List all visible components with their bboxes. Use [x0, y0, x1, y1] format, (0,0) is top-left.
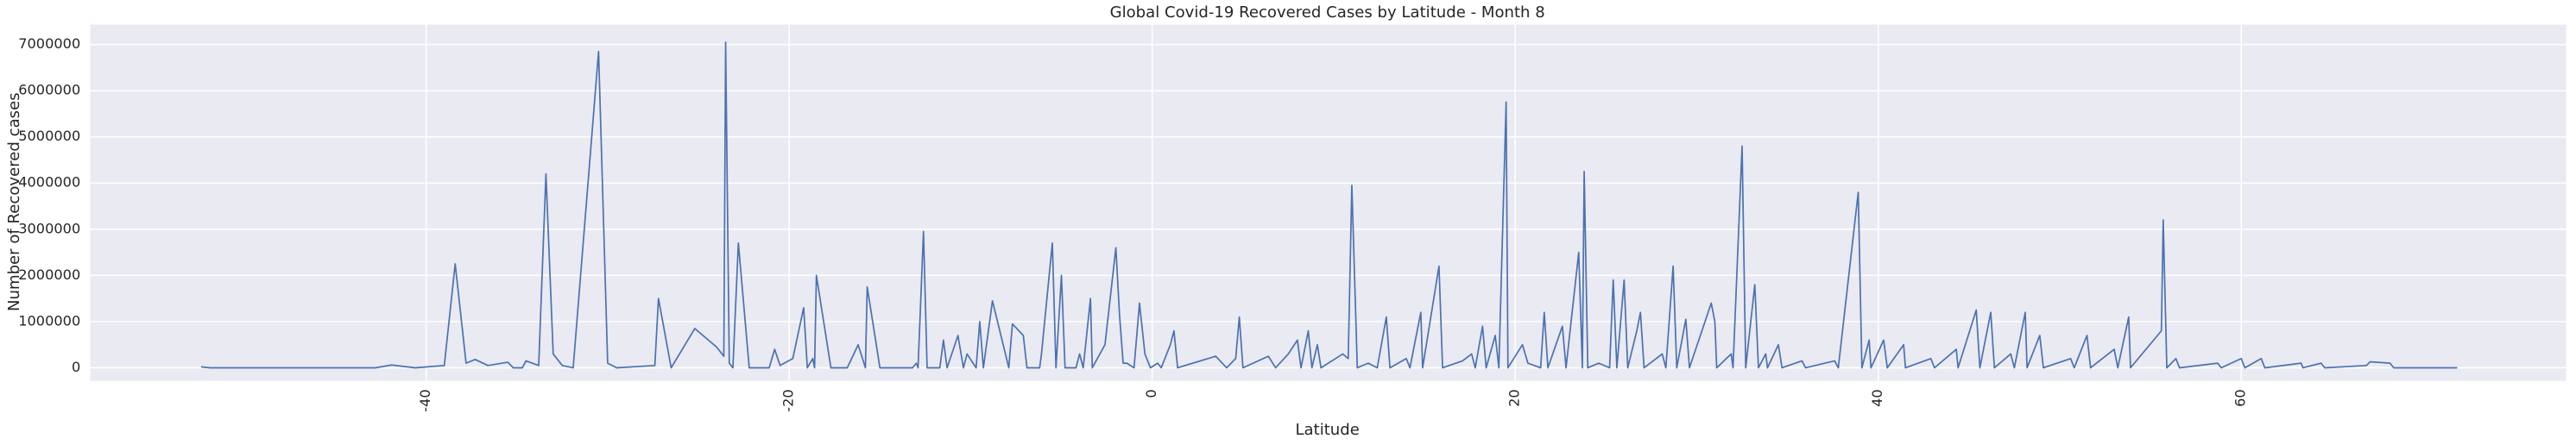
y-tick-label: 6000000 — [18, 82, 80, 98]
x-tick-label: -40 — [417, 389, 433, 411]
y-tick-label: 5000000 — [18, 128, 80, 144]
x-tick-label: 0 — [1143, 389, 1159, 398]
y-tick-label: 1000000 — [18, 312, 80, 329]
x-tick-label: 60 — [2232, 389, 2249, 407]
chart-title: Global Covid-19 Recovered Cases by Latit… — [1110, 3, 1545, 22]
x-tick-label: -20 — [780, 389, 797, 411]
y-axis-label: Number of Recovered cases — [5, 92, 23, 311]
y-tick-label: 3000000 — [18, 220, 80, 236]
x-tick-label: 20 — [1506, 389, 1523, 407]
y-tick-label: 2000000 — [18, 266, 80, 283]
x-axis-label: Latitude — [1295, 421, 1359, 439]
x-tick-label: 40 — [1869, 389, 1885, 407]
data-line — [200, 41, 2458, 369]
y-tick-label: 7000000 — [18, 35, 80, 52]
y-tick-label: 4000000 — [18, 174, 80, 191]
y-tick-label: 0 — [72, 359, 80, 375]
